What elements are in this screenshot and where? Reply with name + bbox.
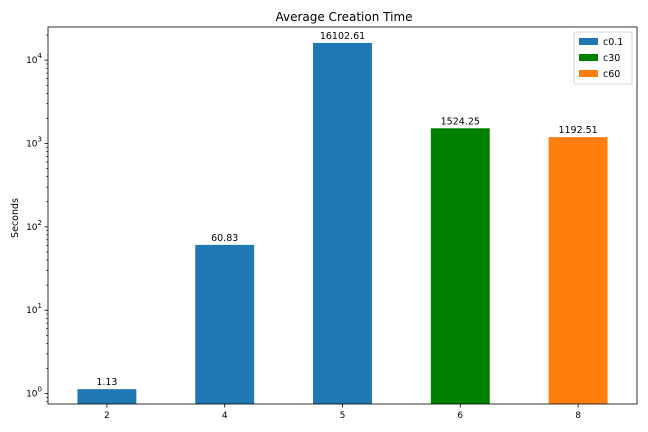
y-axis: 100 101 102 103 104	[26, 34, 48, 402]
bar-value-label-8: 1192.51	[558, 125, 597, 136]
bar-value-label-2: 1.13	[96, 377, 117, 388]
bar-5	[313, 42, 372, 405]
y-tick-label-1000: 103	[26, 136, 42, 150]
legend-label-c60: c60	[603, 69, 620, 80]
bar-4	[195, 244, 255, 404]
bar-value-labels: 1.13 60.83 16102.61 1524.25 1192.51	[96, 31, 597, 388]
legend-swatch-c60	[579, 70, 598, 77]
bar-2	[77, 389, 137, 404]
bar-value-label-5: 16102.61	[320, 31, 365, 42]
legend-swatch-c30	[579, 54, 598, 61]
y-tick-label-10000: 104	[26, 52, 42, 66]
plot-frame	[47, 26, 638, 405]
bar-value-label-6: 1524.25	[441, 116, 480, 127]
chart-title: Average Creation Time	[275, 10, 412, 24]
bar-value-label-4: 60.83	[211, 233, 238, 244]
legend-label-c0.1: c0.1	[603, 37, 623, 48]
legend-label-c30: c30	[603, 53, 620, 64]
x-tick-label-6: 6	[457, 411, 463, 421]
legend-swatch-c0.1	[579, 38, 598, 45]
y-tick-label-10: 101	[26, 302, 42, 316]
x-axis: 2 4 5 6 8	[104, 404, 581, 421]
y-axis-label: Seconds	[10, 198, 21, 238]
x-tick-label-2: 2	[104, 411, 110, 421]
y-tick-label-1: 100	[26, 386, 42, 400]
x-tick-label-8: 8	[575, 411, 581, 421]
bar-6	[430, 128, 490, 404]
bars-group	[77, 42, 608, 405]
x-tick-label-4: 4	[222, 411, 228, 421]
y-tick-label-100: 102	[26, 219, 42, 233]
x-tick-label-5: 5	[340, 411, 346, 421]
legend: c0.1 c30 c60	[573, 31, 633, 85]
bar-8	[548, 137, 608, 405]
